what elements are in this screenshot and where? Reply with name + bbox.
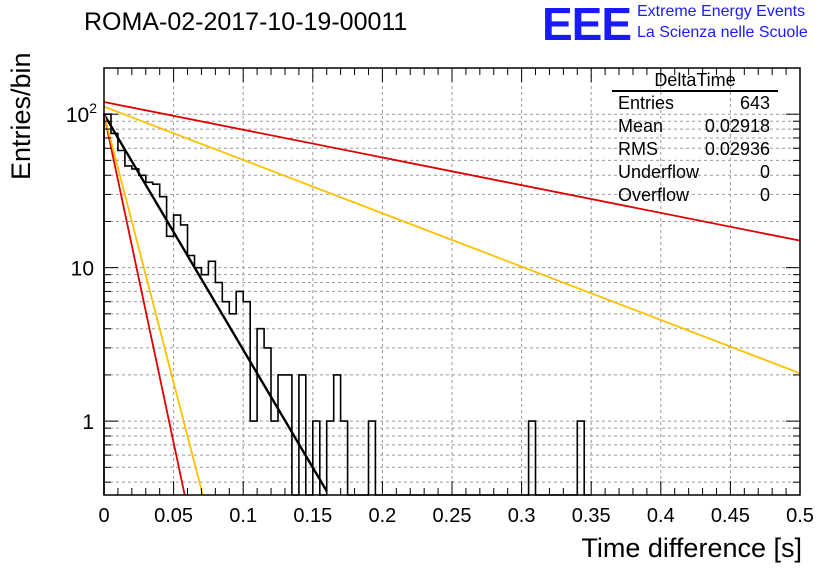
x-tick-label: 0.45: [711, 505, 750, 527]
histogram: [103, 113, 592, 496]
fit-curve: [103, 105, 801, 375]
stats-value: 0.02936: [704, 139, 770, 159]
logo-line-1: Extreme Energy Events: [637, 3, 806, 20]
stats-row: RMS 0.02936: [612, 138, 778, 161]
tick-labels: 0 0.05 0.1 0.15 0.2 0.25 0.3 0.35 0.4 0.45 0.5 1 10 1…: [66, 100, 814, 527]
stats-label: RMS: [618, 139, 658, 159]
fit-curve: [103, 113, 204, 496]
stats-rows: Entries 643 Mean 0.02918 RMS 0.02936 Underflow…: [612, 92, 778, 207]
fit-curve: [103, 114, 186, 496]
y-tick-label: 10: [71, 258, 94, 281]
chart-title: ROMA-02-2017-10-19-00011: [84, 8, 408, 36]
stats-row: Entries 643: [612, 92, 778, 115]
x-tick-label: 0.05: [154, 505, 193, 527]
histogram-outline: [103, 113, 592, 496]
stats-row: Underflow 0: [612, 161, 778, 184]
x-axis-label: Time difference [s]: [581, 533, 802, 563]
y-tick-label: 1: [82, 411, 94, 434]
stats-box-title: DeltaTime: [612, 70, 778, 92]
axis-ticks: [103, 67, 801, 495]
stats-value: 0.02918: [704, 116, 770, 136]
x-tick-label: 0.1: [229, 505, 257, 527]
fit-curve: [102, 113, 328, 492]
x-tick-label: 0: [98, 505, 109, 527]
eee-logo: EEE: [542, 0, 632, 50]
logo-line-2: La Scienza nelle Scuole: [637, 24, 808, 41]
stats-box: DeltaTime Entries 643 Mean 0.02918 RMS 0.0293…: [612, 70, 778, 207]
y-tick-label: 102: [66, 100, 97, 127]
stats-label: Entries: [618, 93, 675, 113]
stats-value: 0: [759, 185, 770, 205]
stats-label: Overflow: [618, 185, 690, 205]
x-tick-label: 0.35: [572, 505, 611, 527]
x-tick-label: 0.2: [368, 505, 396, 527]
y-axis-label: Entries/bin: [6, 52, 36, 180]
x-tick-label: 0.4: [647, 505, 675, 527]
x-tick-label: 0.5: [786, 505, 814, 527]
x-tick-label: 0.15: [293, 505, 332, 527]
stats-label: Underflow: [618, 162, 700, 182]
fit-curve: [103, 101, 801, 242]
x-tick-label: 0.25: [433, 505, 472, 527]
stats-value: 643: [739, 93, 770, 113]
stats-row: Overflow 0: [612, 184, 778, 207]
stats-row: Mean 0.02918: [612, 115, 778, 138]
fit-curves: [102, 101, 801, 496]
x-tick-label: 0.3: [508, 505, 536, 527]
stats-label: Mean: [618, 116, 664, 136]
stats-value: 0: [759, 162, 770, 182]
